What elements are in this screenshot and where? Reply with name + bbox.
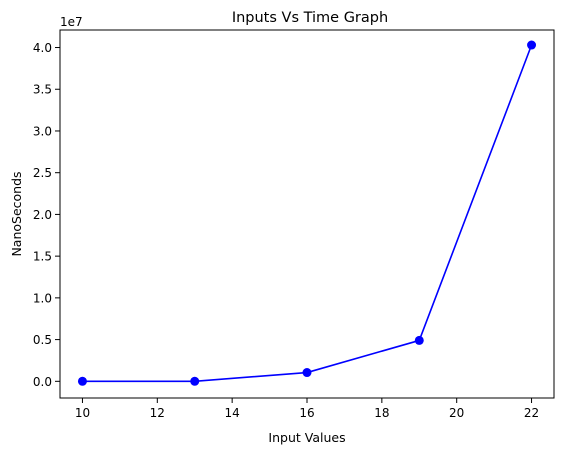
- y-offset-label: 1e7: [60, 15, 83, 29]
- y-tick-label: 3.0: [33, 124, 52, 138]
- data-point: [190, 376, 200, 386]
- data-point: [77, 376, 87, 386]
- data-point: [527, 40, 537, 50]
- x-tick-label: 20: [449, 406, 464, 420]
- data-point: [302, 368, 312, 378]
- x-tick-label: 14: [225, 406, 240, 420]
- x-axis-label: Input Values: [268, 430, 345, 445]
- y-tick-label: 0.0: [33, 375, 52, 389]
- y-tick-label: 1.5: [33, 250, 52, 264]
- y-tick-label: 2.5: [33, 166, 52, 180]
- x-tick-label: 12: [150, 406, 165, 420]
- x-tick-label: 22: [524, 406, 539, 420]
- x-tick-label: 18: [374, 406, 389, 420]
- x-axis: 10 12 14 16 18 20 22: [75, 398, 539, 420]
- y-tick-label: 3.5: [33, 83, 52, 97]
- y-tick-label: 0.5: [33, 333, 52, 347]
- y-tick-label: 1.0: [33, 291, 52, 305]
- y-axis-label: NanoSeconds: [9, 171, 24, 256]
- x-tick-label: 10: [75, 406, 90, 420]
- y-axis: 0.0 0.5 1.0 1.5 2.0 2.5 3.0 3.5 4.0: [33, 41, 60, 389]
- series-layer: [77, 40, 537, 386]
- plot-frame: [59, 29, 555, 399]
- chart-title: Inputs Vs Time Graph: [232, 10, 388, 26]
- data-point: [414, 335, 424, 345]
- y-tick-label: 4.0: [33, 41, 52, 55]
- y-tick-label: 2.0: [33, 208, 52, 222]
- x-tick-label: 16: [299, 406, 314, 420]
